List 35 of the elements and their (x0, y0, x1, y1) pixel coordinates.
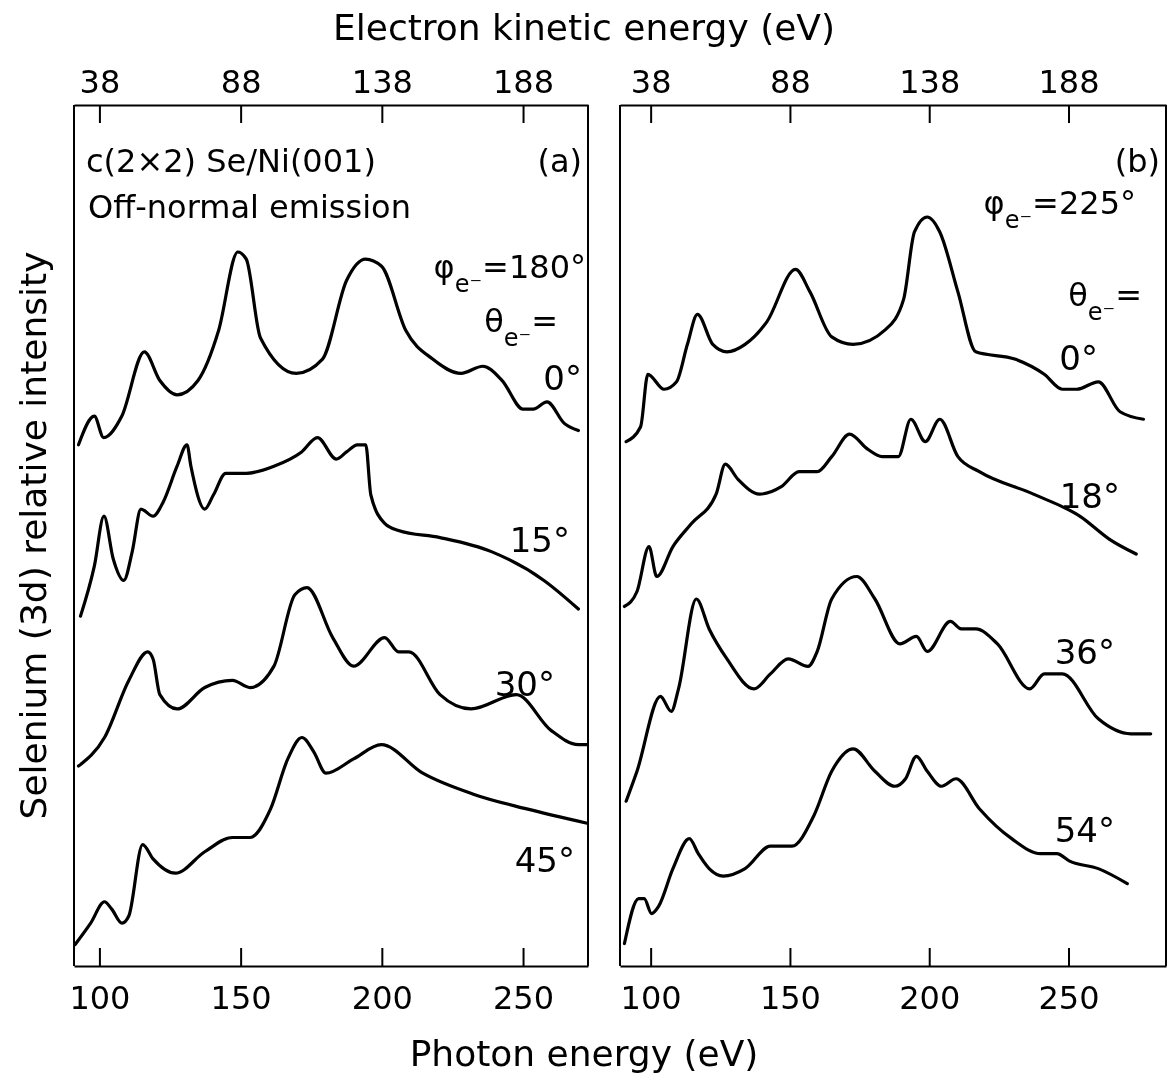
series-label: 45° (514, 840, 575, 880)
x-tick-label: 100 (620, 978, 682, 1017)
x2-axis-title: Electron kinetic energy (eV) (332, 7, 836, 48)
y-axis-title: Selenium (3d) relative intensity (13, 251, 54, 820)
series-label: 54° (1054, 810, 1115, 850)
annotation: φ$_{e⁻}$=180° (433, 248, 586, 298)
x-tick-label: 200 (899, 978, 961, 1017)
annotation: θ$_{e⁻}$= (1068, 276, 1142, 326)
series-label: 18° (1059, 476, 1120, 516)
x2-tick-label: 38 (79, 63, 121, 101)
series-label: 15° (509, 520, 570, 560)
annotation: θ$_{e⁻}$= (484, 302, 558, 352)
x2-tick-label: 138 (351, 63, 413, 101)
text: (b) (1114, 142, 1160, 180)
x2-tick-label: 88 (770, 63, 811, 101)
x-tick-label: 200 (351, 978, 413, 1017)
x-tick-label: 100 (69, 978, 131, 1017)
text: Off-normal emission (88, 188, 411, 226)
x2-tick-label: 188 (493, 63, 555, 101)
series-label: 30° (494, 664, 555, 704)
annotation: φ$_{e⁻}$=225° (983, 184, 1136, 234)
x2-tick-label: 188 (1038, 63, 1100, 101)
x2-tick-label: 38 (630, 63, 672, 101)
x-tick-label: 250 (1038, 978, 1100, 1017)
x-tick-label: 250 (493, 978, 555, 1017)
text: c(2×2) Se/Ni(001) (86, 142, 376, 180)
x-tick-label: 150 (210, 978, 272, 1017)
series-label: 0° (1059, 338, 1098, 378)
series-label: 36° (1054, 632, 1115, 672)
x2-tick-label: 138 (899, 63, 961, 101)
x-tick-label: 150 (759, 978, 821, 1017)
text: (a) (537, 142, 582, 180)
x2-tick-label: 88 (220, 63, 262, 101)
series-label: 0° (543, 358, 582, 398)
x-axis-title: Photon energy (eV) (409, 1033, 759, 1074)
